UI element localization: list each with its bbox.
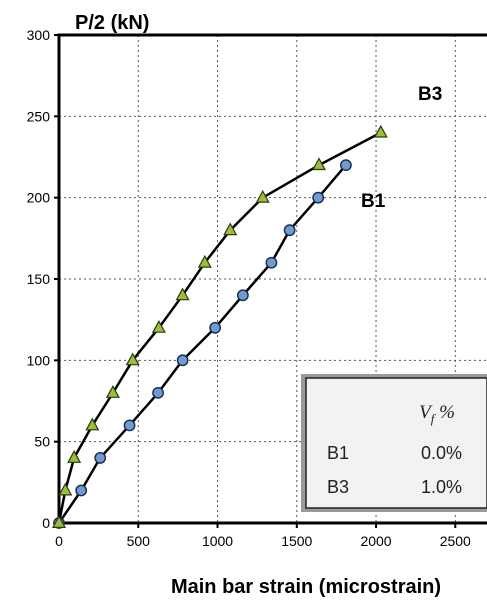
- y-tick-label: 50: [34, 434, 50, 450]
- series-label-b3: B3: [418, 84, 442, 105]
- x-tick-label: 2500: [440, 533, 471, 549]
- data-point: [255, 189, 270, 203]
- x-tick-label: 500: [127, 533, 151, 549]
- legend-row-value: 0.0%: [421, 443, 462, 463]
- data-point: [51, 515, 67, 529]
- legend-header: Vf %: [419, 402, 455, 426]
- data-point: [209, 321, 222, 334]
- data-point: [58, 482, 73, 496]
- legend-row-name: B3: [327, 477, 349, 497]
- y-tick-label: 100: [27, 352, 51, 368]
- data-point: [125, 352, 140, 366]
- y-tick-label: 0: [42, 515, 50, 531]
- data-point: [265, 256, 278, 269]
- data-point: [373, 124, 388, 138]
- data-point: [311, 157, 327, 171]
- y-tick-label: 200: [27, 190, 51, 206]
- data-point: [197, 254, 212, 268]
- legend-row-value: 1.0%: [421, 477, 462, 497]
- y-tick-label: 300: [27, 27, 51, 43]
- data-point: [283, 224, 296, 237]
- data-point: [176, 354, 189, 367]
- x-tick-label: 0: [55, 533, 63, 549]
- data-point: [85, 417, 100, 431]
- data-point: [151, 319, 166, 333]
- axis-ticks: 0 50 100 150 200 250 300 0 500 1000 1500 2000 2500: [27, 27, 471, 549]
- x-tick-label: 2000: [360, 533, 391, 549]
- y-axis-title: P/2 (kN): [75, 12, 149, 34]
- data-point: [67, 450, 82, 463]
- data-point: [152, 386, 164, 399]
- series-layer: [51, 124, 388, 529]
- data-point: [105, 385, 120, 398]
- x-tick-label: 1500: [281, 533, 312, 549]
- data-point: [340, 159, 352, 172]
- data-point: [123, 419, 136, 432]
- series-line-b1: [57, 164, 347, 524]
- legend: Vf % B1 0.0% B3 1.0%: [301, 374, 487, 512]
- legend-row-name: B1: [327, 443, 349, 463]
- x-tick-label: 1000: [202, 533, 233, 549]
- legend-header-sub: f: [431, 411, 437, 426]
- data-point: [75, 484, 88, 497]
- data-point: [175, 287, 190, 301]
- legend-header-unit: %: [434, 402, 455, 423]
- data-point: [223, 222, 238, 236]
- series-b3: [51, 124, 388, 529]
- y-tick-label: 250: [27, 108, 51, 124]
- legend-box: [305, 377, 487, 509]
- data-point: [236, 289, 249, 302]
- y-tick-label: 150: [27, 271, 51, 287]
- data-point: [312, 191, 325, 204]
- legend-header-main: V: [419, 402, 433, 423]
- series-label-b1: B1: [361, 191, 386, 212]
- data-point: [94, 452, 107, 464]
- x-axis-title: Main bar strain (microstrain): [171, 576, 441, 598]
